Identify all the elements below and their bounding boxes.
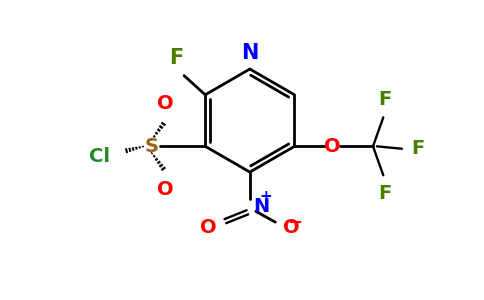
Text: S: S: [144, 137, 158, 156]
Text: Cl: Cl: [89, 147, 109, 166]
Text: F: F: [378, 89, 392, 109]
Text: N: N: [241, 43, 258, 63]
Text: F: F: [378, 184, 392, 203]
Text: −: −: [287, 214, 302, 232]
Text: O: O: [283, 218, 300, 237]
Text: F: F: [168, 48, 183, 68]
Text: O: O: [200, 218, 217, 237]
Text: O: O: [157, 94, 173, 113]
Text: +: +: [259, 189, 272, 204]
Text: N: N: [253, 197, 269, 216]
Text: O: O: [157, 180, 173, 199]
Text: F: F: [411, 139, 424, 158]
Text: O: O: [324, 137, 341, 156]
